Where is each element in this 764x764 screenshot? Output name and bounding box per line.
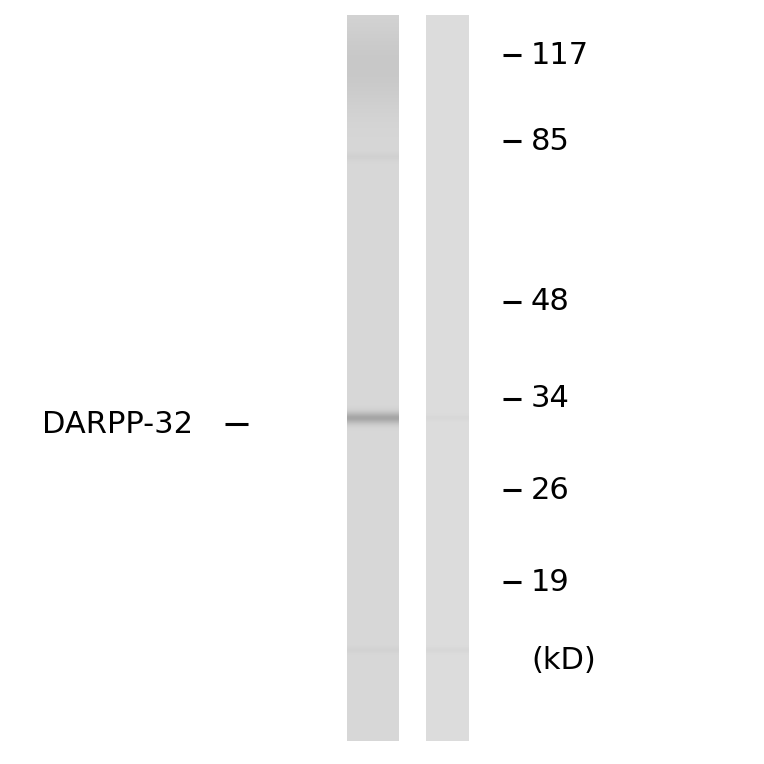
- Text: (kD): (kD): [531, 646, 596, 675]
- Text: 34: 34: [531, 384, 570, 413]
- Text: DARPP-32: DARPP-32: [42, 410, 193, 439]
- Text: 19: 19: [531, 568, 570, 597]
- Text: 117: 117: [531, 40, 589, 70]
- Text: 26: 26: [531, 476, 570, 505]
- Text: 48: 48: [531, 287, 570, 316]
- Text: 85: 85: [531, 127, 570, 156]
